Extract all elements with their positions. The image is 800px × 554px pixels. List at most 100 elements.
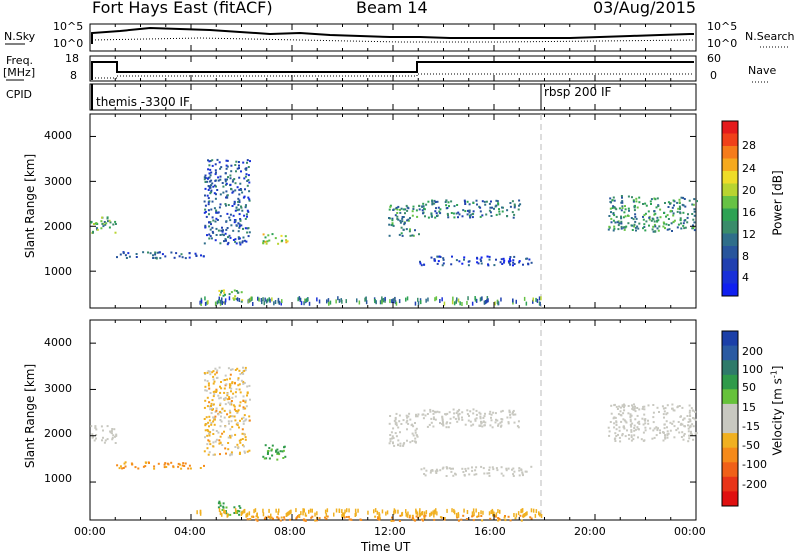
power-cell	[446, 207, 449, 209]
power-data-layer	[90, 158, 698, 306]
velocity-cell	[426, 413, 429, 415]
power-cell	[188, 256, 191, 259]
power-ground-cell	[304, 298, 306, 303]
power-cell	[101, 222, 104, 225]
velocity-cell	[634, 418, 637, 421]
power-cell	[667, 206, 670, 208]
velocity-cell	[224, 374, 227, 377]
power-cell	[219, 203, 222, 206]
velocity-ground-cell	[341, 509, 343, 514]
velocity-cell	[490, 413, 493, 416]
power-cell	[218, 161, 221, 164]
velocity-cell	[680, 436, 683, 438]
velocity-cell	[627, 405, 630, 407]
velocity-cell	[239, 419, 241, 422]
power-cell	[696, 200, 698, 203]
velocity-cell	[115, 433, 118, 436]
power-cell	[631, 196, 633, 199]
velocity-cell	[348, 518, 351, 521]
velocity-cell	[350, 518, 353, 521]
power-cell	[237, 200, 240, 203]
velocity-cell	[378, 517, 381, 520]
power-ground-cell	[261, 300, 263, 305]
velocity-cell	[233, 506, 236, 509]
velocity-cell	[669, 421, 672, 424]
velocity-cell	[211, 371, 214, 374]
velocity-cell	[429, 408, 432, 411]
velocity-cell	[508, 409, 511, 412]
power-cell	[497, 202, 500, 205]
velocity-cell	[644, 422, 647, 425]
power-cell	[204, 224, 207, 227]
velocity-cell	[231, 368, 234, 371]
power-cell	[633, 225, 636, 228]
power-cell	[235, 170, 237, 173]
velocity-ground-cell	[346, 508, 348, 513]
power-cell	[178, 255, 181, 258]
velocity-cell	[464, 467, 467, 470]
freq-tick-bottom: 8	[70, 69, 77, 82]
power-cell	[268, 239, 271, 242]
power-cell	[267, 234, 270, 237]
power-cell	[633, 223, 636, 226]
power-cell	[654, 230, 657, 233]
power-ground-cell	[308, 301, 311, 306]
power-cell	[215, 227, 218, 230]
velocity-cell	[236, 411, 239, 414]
power-cell	[391, 219, 394, 222]
velocity-cell	[222, 506, 225, 509]
power-cell	[208, 213, 210, 216]
velocity-cell	[212, 416, 215, 419]
power-cell	[692, 226, 695, 229]
power-ground-cell	[461, 302, 463, 306]
power-cell	[610, 221, 613, 224]
velocity-cell	[184, 462, 187, 465]
power-cell	[468, 260, 471, 263]
power-cell	[612, 219, 615, 222]
velocity-cell	[638, 423, 641, 425]
power-cell	[222, 229, 224, 232]
power-cell	[220, 289, 223, 292]
velocity-cell	[209, 443, 212, 446]
velocity-cell	[214, 415, 217, 418]
velocity-cell	[638, 408, 641, 411]
velocity-cell	[219, 504, 222, 507]
velocity-cell	[681, 423, 684, 426]
power-cell	[102, 222, 105, 225]
power-cell	[679, 208, 681, 211]
power-cell	[471, 213, 474, 216]
velocity-cell	[213, 418, 216, 421]
velocity-cell	[248, 415, 251, 418]
power-ground-cell	[204, 296, 206, 301]
velocity-ground-cell	[367, 510, 369, 515]
power-cell	[264, 236, 267, 239]
velocity-cell	[268, 447, 271, 449]
power-cell	[411, 234, 414, 237]
velocity-colorbar	[721, 330, 739, 507]
velocity-cell	[643, 408, 646, 411]
velocity-cell	[644, 429, 647, 432]
power-cell	[209, 192, 212, 195]
velocity-cell	[165, 466, 168, 468]
power-cell	[609, 207, 612, 210]
velocity-cell	[391, 516, 393, 519]
power-cell	[508, 262, 511, 264]
power-cell	[214, 239, 217, 242]
velocity-ground-cell	[472, 508, 475, 513]
power-cell	[513, 263, 516, 265]
velocity-cell	[426, 425, 429, 428]
power-cell	[611, 199, 614, 202]
power-cell	[411, 210, 414, 213]
velocity-cell	[236, 512, 238, 514]
freq-tick-top: 18	[65, 52, 79, 65]
power-cell	[235, 298, 238, 301]
power-ground-cell	[327, 298, 330, 303]
power-ground-cell	[251, 296, 253, 301]
velocity-cell	[414, 422, 416, 424]
velocity-tick-neg50: -50	[742, 439, 760, 452]
power-cell	[109, 221, 112, 224]
power-cell	[212, 185, 215, 188]
power-cell	[225, 220, 228, 223]
power-cell	[233, 221, 236, 224]
power-cell	[286, 240, 289, 243]
